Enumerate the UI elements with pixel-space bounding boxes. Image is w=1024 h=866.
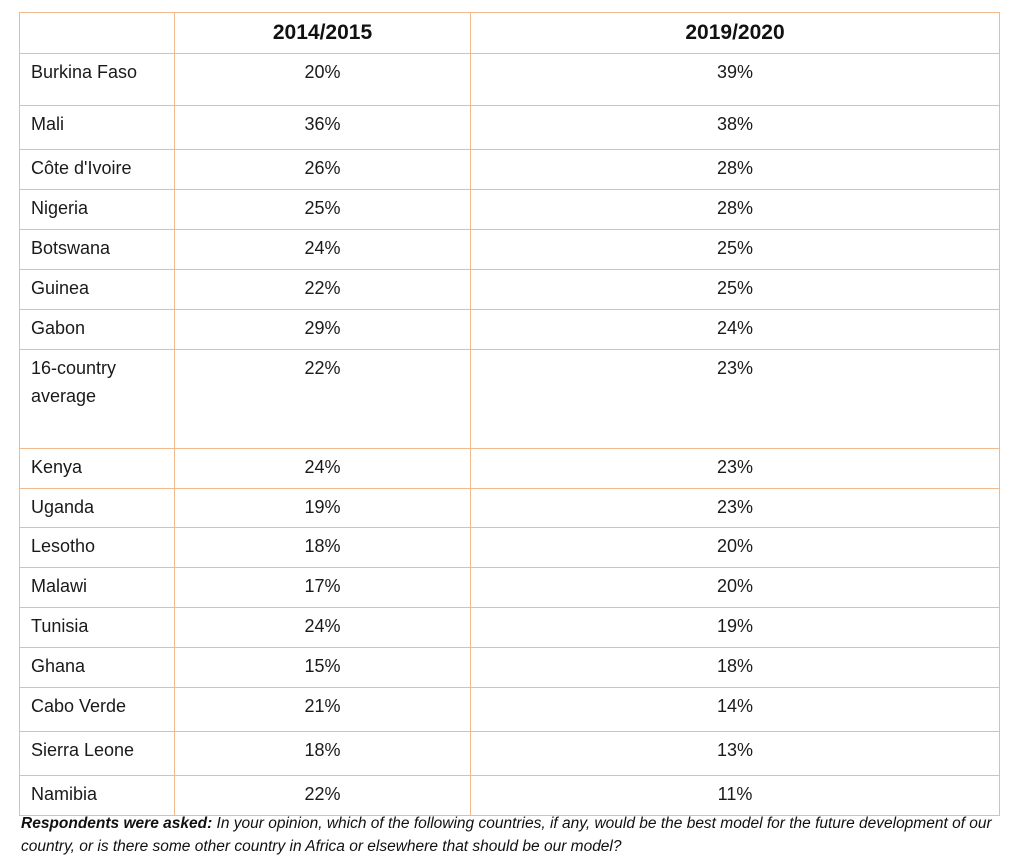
- footnote-text: In your opinion, which of the following …: [21, 815, 992, 855]
- value-2014-2015-cell: 24%: [174, 607, 471, 648]
- table-row: Kenya 24% 23%: [19, 448, 1000, 489]
- country-cell: Namibia: [19, 775, 175, 816]
- header-row: 2014/2015 2019/2020: [19, 12, 1000, 54]
- value-2014-2015-cell: 36%: [174, 105, 471, 150]
- value-2014-2015-cell: 24%: [174, 448, 471, 489]
- table-row: Uganda 19% 23%: [19, 488, 1000, 528]
- country-cell: Kenya: [19, 448, 175, 489]
- table-row: Lesotho 18% 20%: [19, 527, 1000, 568]
- value-2019-2020-cell: 23%: [470, 488, 1000, 528]
- value-2019-2020-cell: 23%: [470, 448, 1000, 489]
- value-2014-2015-cell: 22%: [174, 775, 471, 816]
- value-2019-2020-cell: 25%: [470, 269, 1000, 310]
- value-2019-2020-cell: 39%: [470, 53, 1000, 106]
- value-2014-2015-cell: 15%: [174, 647, 471, 688]
- table-row: Burkina Faso 20% 39%: [19, 53, 1000, 106]
- table-body: Burkina Faso 20% 39% Mali 36% 38% Côte d'Ivoir…: [19, 53, 1000, 816]
- value-2019-2020-cell: 18%: [470, 647, 1000, 688]
- country-cell: Côte d'Ivoire: [19, 149, 175, 190]
- value-2019-2020-cell: 20%: [470, 567, 1000, 608]
- table-row: Ghana 15% 18%: [19, 647, 1000, 688]
- country-cell: Burkina Faso: [19, 53, 175, 106]
- value-2019-2020-cell: 19%: [470, 607, 1000, 648]
- country-cell: Uganda: [19, 488, 175, 528]
- country-cell: Sierra Leone: [19, 731, 175, 776]
- country-cell: 16-country average: [19, 349, 175, 449]
- footnote: Respondents were asked: In your opinion,…: [21, 812, 1011, 858]
- value-2014-2015-cell: 20%: [174, 53, 471, 106]
- table-row: Tunisia 24% 19%: [19, 607, 1000, 648]
- table-row: Sierra Leone 18% 13%: [19, 731, 1000, 776]
- value-2014-2015-cell: 19%: [174, 488, 471, 528]
- table-row: Côte d'Ivoire 26% 28%: [19, 149, 1000, 190]
- header-2014-2015: 2014/2015: [174, 12, 471, 54]
- country-cell: Guinea: [19, 269, 175, 310]
- header-country: [19, 12, 175, 54]
- value-2014-2015-cell: 18%: [174, 527, 471, 568]
- table-row: Nigeria 25% 28%: [19, 189, 1000, 230]
- value-2014-2015-cell: 18%: [174, 731, 471, 776]
- table-row: Cabo Verde 21% 14%: [19, 687, 1000, 732]
- country-cell: Nigeria: [19, 189, 175, 230]
- value-2014-2015-cell: 25%: [174, 189, 471, 230]
- table-row: Guinea 22% 25%: [19, 269, 1000, 310]
- header-2019-2020: 2019/2020: [470, 12, 1000, 54]
- table-row: Mali 36% 38%: [19, 105, 1000, 150]
- table-row: Malawi 17% 20%: [19, 567, 1000, 608]
- footnote-label: Respondents were asked:: [21, 815, 213, 832]
- value-2014-2015-cell: 24%: [174, 229, 471, 270]
- table-row: Botswana 24% 25%: [19, 229, 1000, 270]
- value-2014-2015-cell: 26%: [174, 149, 471, 190]
- country-cell: Cabo Verde: [19, 687, 175, 732]
- value-2019-2020-cell: 14%: [470, 687, 1000, 732]
- results-table: 2014/2015 2019/2020 Burkina Faso 20% 39% Ma…: [19, 12, 1000, 816]
- country-cell: Gabon: [19, 309, 175, 350]
- value-2019-2020-cell: 23%: [470, 349, 1000, 449]
- country-cell: Lesotho: [19, 527, 175, 568]
- value-2014-2015-cell: 21%: [174, 687, 471, 732]
- country-cell: Mali: [19, 105, 175, 150]
- value-2014-2015-cell: 29%: [174, 309, 471, 350]
- table-row: Gabon 29% 24%: [19, 309, 1000, 350]
- value-2019-2020-cell: 28%: [470, 149, 1000, 190]
- value-2014-2015-cell: 22%: [174, 349, 471, 449]
- value-2019-2020-cell: 11%: [470, 775, 1000, 816]
- country-cell: Botswana: [19, 229, 175, 270]
- value-2019-2020-cell: 38%: [470, 105, 1000, 150]
- value-2014-2015-cell: 17%: [174, 567, 471, 608]
- value-2019-2020-cell: 25%: [470, 229, 1000, 270]
- country-cell: Malawi: [19, 567, 175, 608]
- country-cell: Ghana: [19, 647, 175, 688]
- results-table-container: 2014/2015 2019/2020 Burkina Faso 20% 39% Ma…: [19, 12, 1000, 816]
- value-2019-2020-cell: 28%: [470, 189, 1000, 230]
- value-2019-2020-cell: 20%: [470, 527, 1000, 568]
- country-cell: Tunisia: [19, 607, 175, 648]
- value-2019-2020-cell: 24%: [470, 309, 1000, 350]
- table-row: 16-country average 22% 23%: [19, 349, 1000, 449]
- table-row: Namibia 22% 11%: [19, 775, 1000, 816]
- value-2019-2020-cell: 13%: [470, 731, 1000, 776]
- value-2014-2015-cell: 22%: [174, 269, 471, 310]
